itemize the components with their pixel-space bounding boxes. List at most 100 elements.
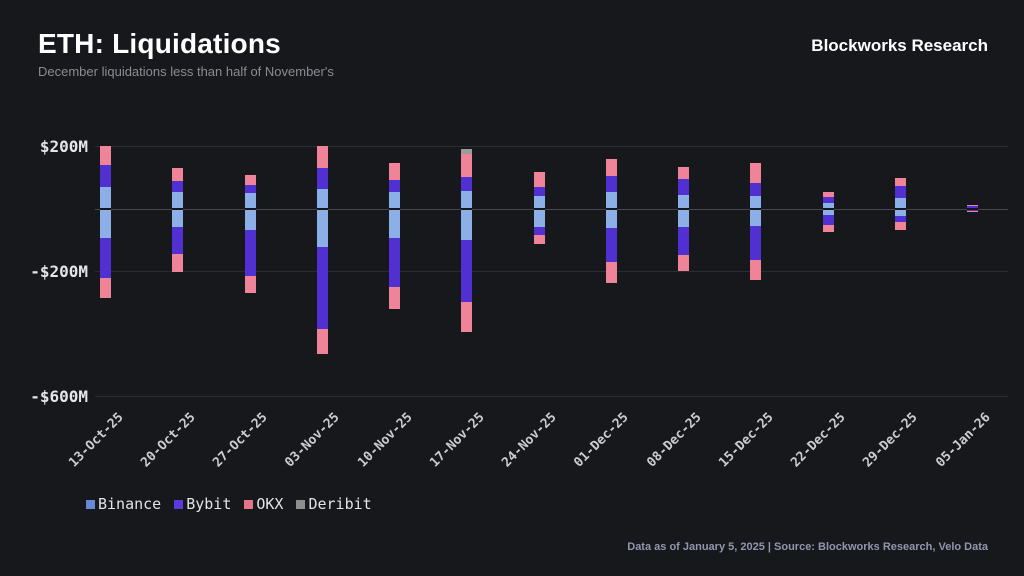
bar-segment-okx-short (316, 329, 328, 354)
bar-segment-binance-short (750, 209, 762, 226)
zero-baseline (95, 208, 1008, 210)
bar-segment-bybit-long (678, 179, 689, 195)
zero-notch (389, 208, 400, 210)
bar-segment-binance-long (605, 191, 617, 209)
bar-segment-bybit-short (389, 238, 400, 287)
zero-notch (894, 208, 906, 210)
bar-segment-binance-short (389, 209, 400, 239)
zero-notch (750, 208, 762, 210)
x-tick-label: 08-Dec-25 (643, 410, 705, 471)
gridline (95, 146, 1008, 147)
bar-segment-bybit-short (172, 226, 184, 254)
bar-segment-bybit-long (750, 182, 762, 196)
bar-segment-okx-long (605, 158, 617, 177)
bar-segment-okx-short (750, 259, 762, 280)
bar-segment-bybit-long (316, 168, 328, 190)
x-tick-label: 13-Oct-25 (65, 410, 127, 471)
zero-notch (822, 208, 834, 210)
bar-segment-okx-long (894, 178, 906, 187)
bar-segment-bybit-long (533, 186, 545, 196)
bar-segment-binance-long (172, 192, 184, 209)
bar-segment-okx-short (172, 254, 184, 272)
gridline (95, 271, 1008, 272)
gridline (95, 396, 1008, 397)
x-tick-label: 22-Dec-25 (788, 410, 849, 471)
bar-segment-okx-long (316, 145, 328, 169)
legend-swatch-deribit (296, 499, 306, 509)
bar-segment-bybit-long (389, 179, 400, 192)
legend-item-deribit: Deribit (296, 495, 372, 513)
bar-segment-bybit-short (244, 229, 256, 276)
bar-segment-bybit-short (533, 226, 545, 236)
x-tick-label: 27-Oct-25 (210, 410, 271, 471)
source-note: Data as of January 5, 2025 | Source: Blo… (627, 541, 988, 553)
bar-segment-binance-long (316, 189, 328, 209)
y-tick-label: -$600M (30, 386, 88, 406)
bar-segment-okx-long (100, 146, 111, 165)
bar-segment-okx-long (822, 191, 834, 198)
y-tick-label: $200M (39, 136, 88, 156)
bar-segment-bybit-long (967, 205, 978, 208)
x-tick-label: 20-Oct-25 (137, 410, 199, 471)
bar-segment-binance-short (678, 209, 689, 228)
bar-segment-bybit-short (822, 214, 834, 225)
bar-segment-bybit-long (894, 186, 906, 199)
zero-notch (678, 208, 689, 210)
bar-segment-bybit-long (100, 164, 111, 187)
bar-segment-okx-short (967, 211, 978, 212)
bar-segment-okx-short (678, 255, 689, 271)
bar-segment-binance-short (172, 209, 184, 227)
zero-notch (244, 208, 256, 210)
bar-segment-bybit-long (822, 197, 834, 204)
bar-segment-okx-short (389, 286, 400, 310)
bar-segment-binance-short (244, 209, 256, 230)
page-title: ETH: Liquidations (38, 28, 281, 59)
bar-segment-okx-long (678, 166, 689, 180)
bar-segment-okx-short (244, 275, 256, 294)
chart-subtitle: December liquidations less than half of … (38, 64, 334, 79)
bar-segment-bybit-long (605, 176, 617, 192)
brand-wordmark: Blockworks Research (811, 36, 988, 55)
bar-segment-bybit-long (172, 180, 184, 193)
legend-label: Deribit (308, 495, 372, 513)
bar-segment-okx-short (822, 224, 834, 232)
bar-segment-okx-long (967, 204, 978, 206)
bar-segment-bybit-short (316, 247, 328, 330)
bar-segment-binance-long (822, 203, 834, 209)
bar-segment-okx-short (461, 301, 473, 332)
zero-notch (172, 208, 184, 210)
bar-segment-okx-long (389, 163, 400, 180)
bar-segment-binance-long (244, 193, 256, 209)
bar-segment-binance-long (894, 198, 906, 209)
legend-item-bybit: Bybit (174, 495, 231, 513)
bar-segment-bybit-long (461, 177, 473, 191)
bar-segment-binance-long (678, 194, 689, 209)
bar-segment-bybit-short (750, 225, 762, 260)
legend-label: Bybit (186, 495, 232, 513)
bar-segment-okx-short (533, 235, 545, 244)
legend-item-binance: Binance (86, 495, 161, 513)
legend-swatch-binance (86, 499, 95, 509)
bar-segment-okx-long (461, 153, 473, 178)
bar-segment-binance-long (461, 190, 473, 209)
zero-notch (461, 208, 473, 210)
bar-segment-binance-long (750, 195, 762, 209)
bar-segment-binance-short (461, 209, 473, 240)
bar-segment-bybit-short (461, 239, 473, 302)
bar-segment-okx-long (172, 168, 184, 181)
bar-segment-binance-long (389, 191, 400, 209)
bar-segment-bybit-short (894, 215, 906, 223)
legend-swatch-okx (244, 499, 254, 509)
bar-segment-binance-short (316, 209, 328, 248)
x-tick-label: 15-Dec-25 (715, 410, 777, 471)
x-tick-label: 17-Nov-25 (426, 410, 488, 471)
zero-notch (967, 208, 978, 210)
x-tick-label: 03-Nov-25 (282, 410, 343, 471)
bar-segment-bybit-short (100, 238, 111, 279)
bar-segment-bybit-short (678, 227, 689, 256)
bar-segment-bybit-short (967, 209, 978, 212)
bar-segment-binance-long (100, 186, 111, 209)
bar-segment-binance-short (894, 209, 906, 216)
bar-segment-okx-short (894, 222, 906, 230)
